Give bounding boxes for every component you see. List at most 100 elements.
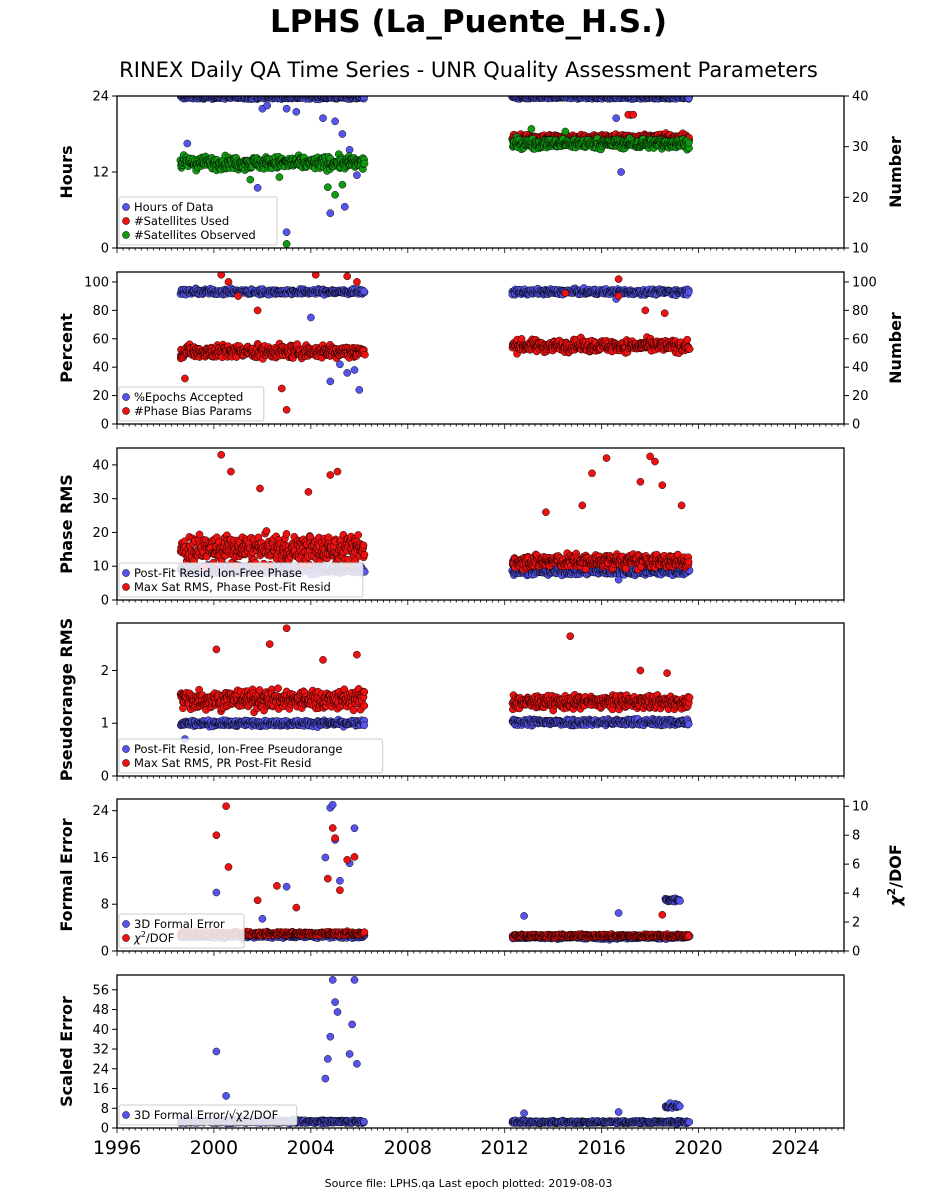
data-point-outlier (338, 180, 347, 189)
data-point (361, 350, 369, 359)
data-point-outlier (277, 384, 286, 393)
chart-title: LPHS (La_Puente_H.S.) (269, 4, 668, 40)
data-point-outlier (336, 360, 344, 369)
y2-tick-label: 30 (852, 140, 869, 155)
data-point (684, 138, 693, 147)
y2-tick-label: 40 (852, 90, 869, 105)
data-point-outlier (323, 183, 332, 192)
data-point-outlier (614, 292, 623, 300)
y-tick-label: 12 (92, 166, 109, 181)
data-point-outlier (629, 110, 638, 119)
y2-axis-label: Number (886, 312, 905, 384)
legend-marker (122, 203, 130, 211)
data-point-outlier (561, 289, 570, 298)
data-point-outlier (253, 306, 262, 315)
series-phase-rms-1 (176, 450, 693, 574)
data-point-outlier (282, 104, 291, 113)
x-ticks (116, 424, 845, 429)
data-point-outlier (614, 275, 623, 283)
data-point (360, 287, 368, 296)
legend-marker (122, 393, 130, 401)
y2-tick-label: 20 (852, 191, 869, 206)
legend-hours: Hours of Data#Satellites Used#Satellites… (118, 196, 278, 246)
series-percent-1 (176, 272, 694, 414)
y-tick-label: 100 (84, 275, 109, 290)
data-point-outlier (181, 374, 189, 383)
legend-label: #Satellites Used (134, 214, 229, 228)
y2-tick-label: 20 (852, 389, 869, 404)
y2-tick-label: 60 (852, 332, 869, 347)
panel-percent: 0 20 40 60 80 100 Percent 0 20 40 60 80 100 Number %Ep… (57, 271, 905, 433)
data-point-outlier (614, 575, 623, 584)
y2-tick-label: 0 (852, 418, 860, 433)
legend-marker (122, 217, 130, 225)
data-point-outlier (561, 127, 570, 136)
legend-box (118, 386, 265, 422)
data-point (360, 159, 369, 168)
data-point (684, 96, 693, 103)
y-tick-label: 80 (92, 304, 109, 319)
data-point-outlier (282, 228, 291, 237)
legend-percent: %Epochs Accepted#Phase Bias Params (118, 386, 265, 422)
legend-label: #Satellites Observed (134, 228, 256, 242)
data-point-outlier (292, 107, 301, 116)
data-point (685, 345, 694, 353)
data-point-outlier (617, 168, 625, 176)
data-point-outlier (217, 272, 226, 279)
data-point-outlier (350, 366, 359, 374)
y-ticks-left: 0 12 24 (92, 90, 117, 257)
y-tick-label: 20 (92, 389, 109, 404)
data-point-outlier (340, 202, 349, 211)
data-point-outlier (338, 130, 347, 138)
data-point-outlier (311, 272, 320, 279)
series-hours-0 (176, 96, 694, 237)
data-point (195, 530, 204, 539)
data-point-outlier (353, 171, 361, 180)
legend-label: Hours of Data (134, 200, 214, 214)
points-percent (176, 272, 694, 414)
data-point-outlier (183, 139, 192, 148)
y2-tick-label: 40 (852, 361, 869, 376)
y-tick-label: 0 (101, 418, 109, 433)
data-point-outlier (224, 278, 233, 286)
data-point-outlier (343, 369, 352, 377)
data-point-outlier (326, 377, 335, 386)
y-ticks-right: 10 20 30 40 (844, 90, 869, 257)
y-ticks-right: 0 20 40 60 80 100 (844, 275, 877, 433)
data-point-outlier (641, 306, 650, 315)
y-axis-label: Hours (57, 145, 76, 198)
y-tick-label: 24 (92, 90, 109, 105)
y-axis-label: Percent (57, 313, 76, 383)
y2-tick-label: 100 (852, 275, 877, 290)
data-point-outlier (527, 125, 536, 133)
data-point-outlier (275, 173, 284, 181)
data-point-outlier (319, 114, 327, 123)
data-point-outlier (612, 114, 621, 123)
data-point-outlier (263, 101, 272, 110)
legend-label: #Phase Bias Params (134, 404, 252, 418)
y2-tick-label: 10 (852, 242, 869, 257)
y-tick-label: 0 (101, 242, 109, 257)
points-hours (176, 96, 694, 248)
y2-tick-label: 80 (852, 304, 869, 319)
data-point-outlier (234, 292, 243, 300)
data-point-outlier (253, 183, 262, 192)
chart-subtitle: RINEX Daily QA Time Series - UNR Quality… (119, 58, 818, 82)
data-point-outlier (282, 405, 291, 414)
legend-label: %Epochs Accepted (134, 390, 243, 404)
data-point-outlier (331, 117, 339, 126)
legend-marker (122, 407, 130, 415)
data-point-outlier (282, 240, 291, 248)
data-point (684, 288, 693, 297)
legend-box (118, 196, 278, 246)
data-point-outlier (326, 209, 335, 218)
x-ticks (116, 248, 845, 253)
data-point-outlier (246, 175, 255, 184)
data-point-outlier (331, 190, 339, 199)
series-percent-0 (176, 284, 693, 394)
data-point (683, 335, 692, 344)
y-tick-label: 40 (92, 361, 109, 376)
